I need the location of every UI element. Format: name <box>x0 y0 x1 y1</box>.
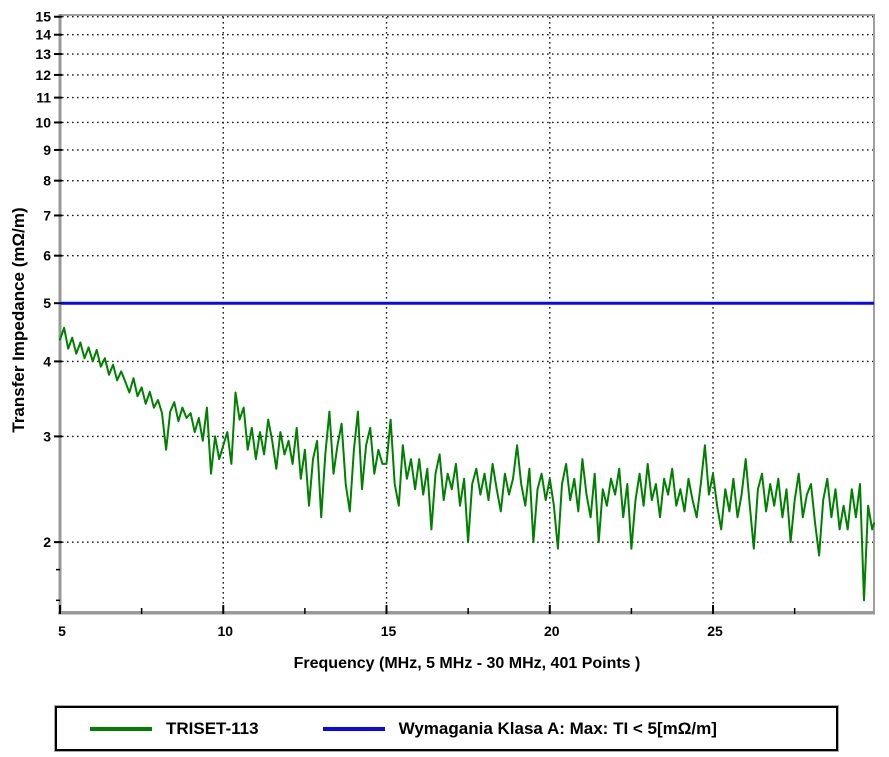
y-tick-label: 3 <box>43 428 51 444</box>
y-tick-label: 6 <box>43 248 51 264</box>
x-tick-label: 5 <box>58 623 66 639</box>
y-tick-label: 15 <box>35 9 51 25</box>
y-tick-label: 10 <box>35 114 51 130</box>
y-tick-label: 9 <box>43 142 51 158</box>
legend-swatch-green-line <box>90 726 152 731</box>
legend-swatch-blue-line <box>322 726 385 731</box>
legend-label-triset: TRISET-113 <box>166 718 259 738</box>
legend-label-limit: Wymagania Klasa A: Max: TI < 5[mΩ/m] <box>398 718 717 738</box>
x-tick-label: 10 <box>217 623 233 639</box>
y-tick-label: 14 <box>35 27 51 43</box>
y-tick-label: 13 <box>35 46 51 62</box>
y-tick-label: 8 <box>43 173 51 189</box>
y-tick-label: 4 <box>43 353 51 369</box>
legend-box: TRISET-113 Wymagania Klasa A: Max: TI < … <box>55 706 838 751</box>
series-line-triset <box>59 326 875 602</box>
x-tick-label: 25 <box>707 623 723 639</box>
y-tick-label: 2 <box>43 534 51 550</box>
legend-item-limit: Wymagania Klasa A: Max: TI < 5[mΩ/m] <box>322 718 717 739</box>
y-axis-title: Transfer Impedance (mΩ/m) <box>9 207 28 433</box>
y-tick-label: 11 <box>36 90 51 106</box>
legend-item-triset: TRISET-113 <box>90 719 259 739</box>
x-tick-label: 15 <box>381 623 397 639</box>
x-axis-title: Frequency (MHz, 5 MHz - 30 MHz, 401 Poin… <box>293 655 641 672</box>
y-tick-label: 12 <box>35 67 51 83</box>
y-tick-label: 5 <box>43 295 51 311</box>
y-tick-label: 7 <box>43 207 51 223</box>
x-tick-label: 20 <box>544 623 560 639</box>
